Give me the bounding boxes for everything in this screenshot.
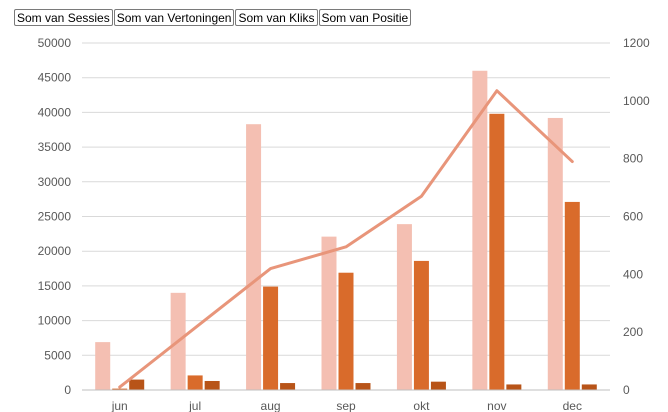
y-axis-right: 0 200 400 600 800 1000 1200 — [623, 36, 650, 397]
x-tick-label-jun: jun — [111, 399, 128, 412]
bar-vertoningen-sep — [338, 272, 354, 390]
y-left-tick-label: 5000 — [44, 348, 71, 362]
y-right-tick-label: 600 — [623, 210, 643, 224]
y-right-tick-label: 1000 — [623, 94, 650, 108]
bar-vertoningen-aug — [263, 286, 279, 390]
legend-bar: Som van Sessies Som van Vertoningen Som … — [14, 9, 412, 26]
legend-button-kliks[interactable]: Som van Kliks — [235, 9, 318, 26]
line-series — [118, 89, 574, 389]
bar-sessies-aug — [246, 124, 262, 390]
x-axis: jun jul aug sep okt nov dec — [82, 389, 610, 412]
legend-button-sessies[interactable]: Som van Sessies — [14, 9, 113, 26]
x-tick-label-nov: nov — [487, 399, 506, 412]
bar-kliks-okt — [430, 381, 446, 390]
bar-sessies-dec — [547, 117, 563, 391]
bar-series — [95, 70, 597, 391]
x-tick-label-aug: aug — [261, 399, 281, 412]
y-left-tick-label: 25000 — [38, 210, 72, 224]
y-left-tick-label: 40000 — [38, 105, 72, 119]
y-left-tick-label: 20000 — [38, 244, 72, 258]
y-right-tick-label: 800 — [623, 152, 643, 166]
bar-sessies-jun — [95, 342, 111, 390]
y-right-tick-label: 0 — [623, 383, 630, 397]
bar-kliks-jun — [129, 379, 145, 390]
y-left-tick-label: 35000 — [38, 140, 72, 154]
bar-sessies-okt — [396, 224, 412, 390]
bar-vertoningen-nov — [489, 113, 505, 391]
bar-vertoningen-jul — [187, 375, 203, 390]
bar-kliks-sep — [355, 383, 371, 390]
y-left-tick-label: 15000 — [38, 279, 72, 293]
y-right-tick-label: 200 — [623, 325, 643, 339]
bar-vertoningen-okt — [413, 260, 429, 390]
y-left-tick-label: 10000 — [38, 314, 72, 328]
legend-button-vertoningen[interactable]: Som van Vertoningen — [113, 9, 235, 26]
bar-vertoningen-jun — [112, 388, 128, 390]
x-tick-label-okt: okt — [413, 399, 430, 412]
bar-vertoningen-dec — [564, 201, 580, 390]
y-right-tick-label: 1200 — [623, 36, 650, 50]
line-positie — [118, 89, 574, 389]
x-tick-label-dec: dec — [563, 399, 582, 412]
bar-kliks-aug — [280, 383, 296, 390]
y-left-tick-label: 45000 — [38, 71, 72, 85]
y-left-tick-label: 50000 — [38, 36, 72, 50]
bar-sessies-sep — [321, 236, 337, 390]
legend-button-positie[interactable]: Som van Positie — [318, 9, 412, 26]
bar-kliks-dec — [581, 384, 597, 390]
x-tick-label-sep: sep — [336, 399, 356, 412]
x-tick-label-jul: jul — [188, 399, 201, 412]
y-left-tick-label: 0 — [64, 383, 71, 397]
bar-kliks-nov — [506, 384, 522, 390]
y-left-tick-label: 30000 — [38, 175, 72, 189]
y-right-tick-label: 400 — [623, 267, 643, 281]
y-axis-left: 0 5000 10000 15000 20000 25000 30000 35000 40000… — [38, 36, 72, 397]
bar-kliks-jul — [204, 380, 220, 390]
bar-sessies-nov — [472, 70, 488, 390]
